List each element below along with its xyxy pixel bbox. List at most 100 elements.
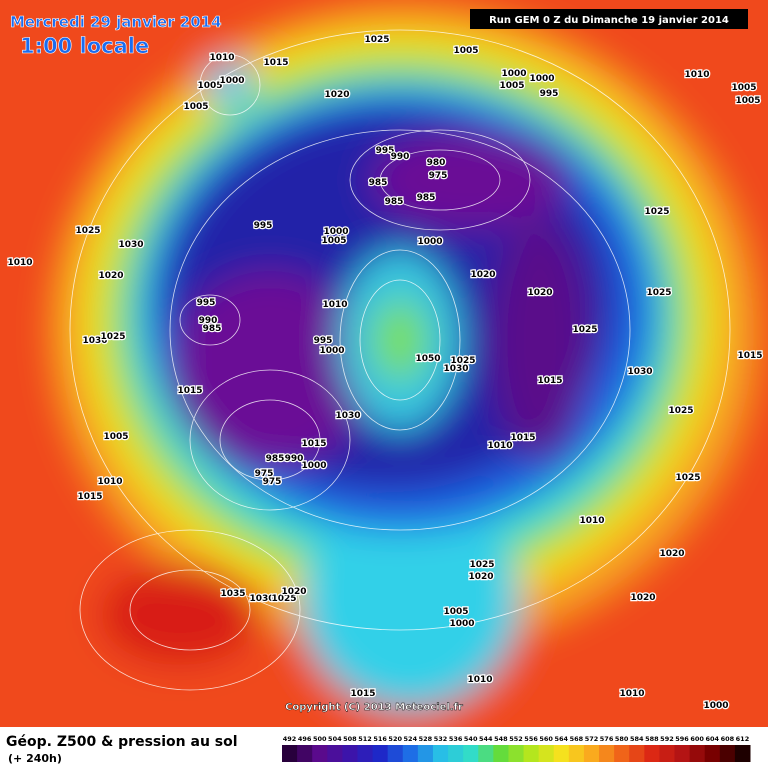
legend-value: 612 (736, 735, 750, 743)
isobar-label: 1015 (350, 689, 375, 699)
isobar-label: 980 (427, 158, 446, 168)
isobar-label: 1025 (469, 560, 494, 570)
legend-swatch (583, 745, 600, 762)
legend-swatch (493, 745, 509, 762)
run-box (470, 9, 748, 29)
legend-swatch (282, 745, 298, 762)
isobar-label: 1000 (301, 461, 326, 471)
legend-value: 516 (373, 735, 387, 743)
isobar-label: 1000 (703, 701, 728, 711)
legend-swatch (478, 745, 494, 762)
legend-swatch (568, 745, 585, 762)
isobar-label: 1025 (675, 473, 700, 483)
isobar-label: 1015 (510, 433, 535, 443)
legend-swatch (689, 745, 706, 762)
isobar-label: 1020 (630, 593, 655, 603)
isobar-label: 1000 (219, 76, 244, 86)
legend-swatch (538, 745, 555, 762)
legend-value: 504 (328, 735, 342, 743)
isobar-label: 975 (263, 477, 282, 487)
isobar-label: 1010 (97, 477, 122, 487)
isobar-label: 1000 (529, 74, 554, 84)
legend-swatch (704, 745, 721, 762)
isobar-label: 1030 (118, 240, 143, 250)
isobar-label: 1050 (415, 354, 440, 364)
legend-swatch (674, 745, 691, 762)
legend-value: 592 (660, 735, 674, 743)
isobar-label: 1005 (735, 96, 760, 106)
legend-value: 524 (404, 735, 418, 743)
isobar-label: 1025 (100, 332, 125, 342)
legend-swatch (312, 745, 328, 762)
legend-value: 588 (645, 735, 659, 743)
legend-value: 604 (705, 735, 719, 743)
isobar-label: 990 (199, 316, 218, 326)
isobar-label: 1020 (468, 572, 493, 582)
isobar-label: 1030 (82, 336, 107, 346)
isobars (69, 29, 731, 691)
isobar-label: 1005 (453, 46, 478, 56)
isobar-labels: 1010100510001005101510251005102010001005… (6, 34, 764, 713)
isobar-label: 1030 (249, 594, 274, 604)
isobar-label: 1025 (644, 207, 669, 217)
isobar-label: 1010 (209, 53, 234, 63)
isobar-label: 985 (417, 193, 436, 203)
legend-value: 584 (630, 735, 644, 743)
isobar-label: 1005 (499, 81, 524, 91)
legend-value: 552 (509, 735, 523, 743)
isobar-label: 1025 (364, 35, 389, 45)
copyright: Copyright (C) 2013 Meteociel.fr (285, 702, 463, 713)
isobar-label: 1020 (527, 288, 552, 298)
legend-value: 508 (343, 735, 357, 743)
legend-swatch (357, 745, 374, 762)
legend-swatch (387, 745, 404, 762)
isobar-label: 975 (429, 171, 448, 181)
isobar-label: 1005 (183, 102, 208, 112)
isobar-label: 1015 (737, 351, 762, 361)
legend-value: 536 (449, 735, 463, 743)
footer-title: Géop. Z500 & pression au sol (6, 734, 238, 750)
isobar-label: 995 (540, 89, 559, 99)
legend-value: 560 (539, 735, 553, 743)
legend-value: 608 (721, 735, 735, 743)
legend-swatch (599, 745, 615, 762)
isobar-label: 1010 (579, 516, 604, 526)
isobar-label: 1025 (668, 406, 693, 416)
legend-value: 512 (358, 735, 372, 743)
run: Run GEM 0 Z du Dimanche 19 janvier 2014 (489, 15, 729, 26)
isobar-label: 1030 (627, 367, 652, 377)
legend-swatch (402, 745, 419, 762)
legend-value: 500 (313, 735, 327, 743)
legend-swatch (508, 745, 525, 762)
isobar-label: 1025 (572, 325, 597, 335)
isobar-label: 1035 (220, 589, 245, 599)
legend-value: 580 (615, 735, 629, 743)
legend-value: 576 (600, 735, 614, 743)
isobar-label: 1000 (449, 619, 474, 629)
isobar-label: 995 (314, 336, 333, 346)
legend-value: 556 (524, 735, 538, 743)
isobar-label: 1000 (417, 237, 442, 247)
isobar-label: 995 (376, 146, 395, 156)
isobar-label: 985 (266, 454, 285, 464)
isobar-label: 1000 (323, 227, 348, 237)
isobar-label: 1025 (450, 356, 475, 366)
legend-value: 568 (570, 735, 584, 743)
time: 1:00 locale (20, 34, 149, 58)
legend-value: 492 (283, 735, 297, 743)
legend-swatch (432, 745, 449, 762)
isobar-label: 1010 (322, 300, 347, 310)
legend: 492 496 500 504 508 512 516 520 524 528 532 536 540 5… (282, 735, 751, 762)
isobar-label: 1025 (646, 288, 671, 298)
isobar-label: 1000 (319, 346, 344, 356)
legend-value: 596 (675, 735, 689, 743)
isobar-label: 995 (197, 298, 216, 308)
isobar-label: 1005 (321, 236, 346, 246)
isobar-label: 985 (385, 197, 404, 207)
isobar-label: 1025 (75, 226, 100, 236)
date: Mercredi 29 janvier 2014 (10, 13, 222, 31)
isobar-label: 1005 (103, 432, 128, 442)
